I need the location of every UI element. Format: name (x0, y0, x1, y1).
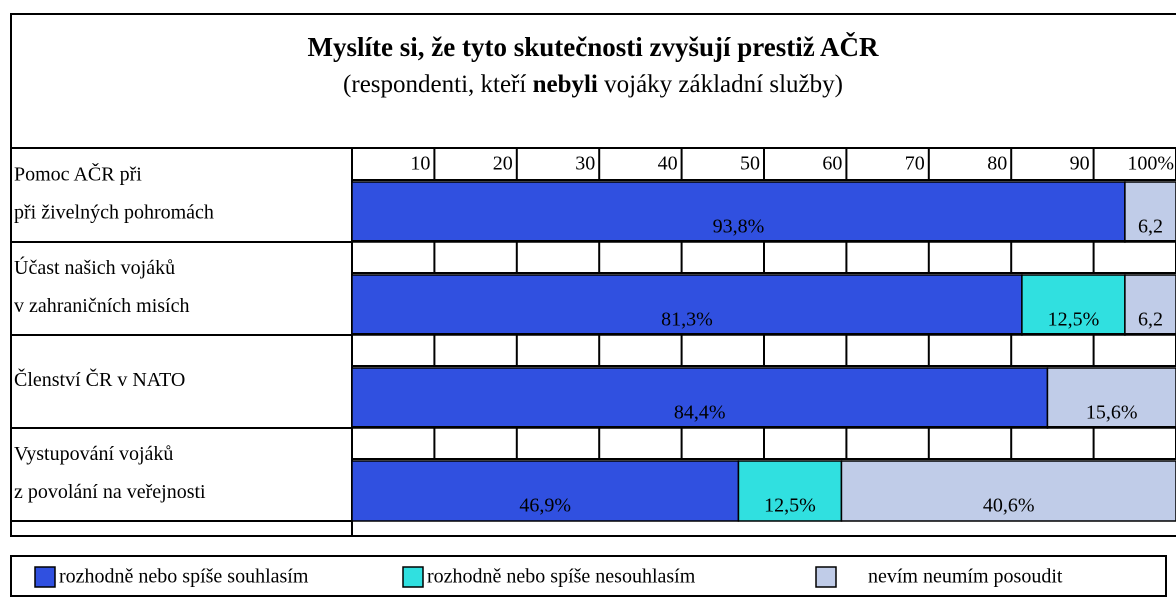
legend-swatch (34, 566, 56, 588)
value-label: 81,3% (661, 309, 713, 331)
x-tick-label: 10 (410, 153, 430, 175)
subtitle-part: nebyli (533, 71, 598, 98)
value-label: 40,6% (983, 495, 1035, 517)
bar (351, 274, 1023, 336)
bar (1046, 367, 1176, 429)
legend-label: nevím neumím posoudit (868, 566, 1063, 588)
bar (840, 460, 1176, 522)
x-tick-label: 100% (1127, 153, 1174, 175)
value-label: 12,5% (764, 495, 816, 517)
category-label: Pomoc AČR při (14, 162, 142, 186)
x-tick-label: 30 (575, 153, 595, 175)
x-tick-label: 90 (1070, 153, 1090, 175)
bar (351, 367, 1049, 429)
x-tick-label: 80 (987, 153, 1007, 175)
x-tick-label: 40 (658, 153, 678, 175)
bar (351, 460, 740, 522)
chart-subtitle: (respondenti, kteří nebyli vojáky základ… (343, 71, 843, 98)
value-label: 93,8% (713, 216, 765, 238)
x-tick-label: 50 (740, 153, 760, 175)
subtitle-part: (respondenti, kteří (343, 71, 533, 98)
legend-swatch (402, 566, 424, 588)
subtitle-part: vojáky základní služby) (598, 71, 843, 98)
x-tick-label: 70 (905, 153, 925, 175)
category-label: při živelných pohromách (14, 202, 214, 224)
chart-title: Myslíte si, že tyto skutečnosti zvyšují … (308, 32, 879, 62)
legend (10, 555, 1167, 597)
bar (351, 181, 1126, 243)
value-label: 84,4% (674, 402, 726, 424)
legend-label: rozhodně nebo spíše nesouhlasím (427, 566, 696, 588)
bar (1124, 274, 1176, 336)
legend-label: rozhodně nebo spíše souhlasím (59, 566, 309, 588)
value-label: 46,9% (519, 495, 571, 517)
category-label: Členství ČR v NATO (14, 367, 185, 391)
bar (1124, 181, 1176, 243)
value-label: 15,6% (1086, 402, 1138, 424)
bar (737, 460, 843, 522)
category-label: z povolání na veřejnosti (14, 481, 206, 503)
x-tick-label: 20 (493, 153, 513, 175)
category-label: v zahraničních misích (14, 295, 190, 317)
category-label: Účast našich vojáků (14, 255, 175, 279)
value-label: 6,2 (1138, 216, 1163, 238)
value-label: 6,2 (1138, 309, 1163, 331)
value-label: 12,5% (1048, 309, 1100, 331)
legend-swatch (815, 566, 837, 588)
category-label: Vystupování vojáků (14, 443, 173, 465)
x-tick-label: 60 (822, 153, 842, 175)
